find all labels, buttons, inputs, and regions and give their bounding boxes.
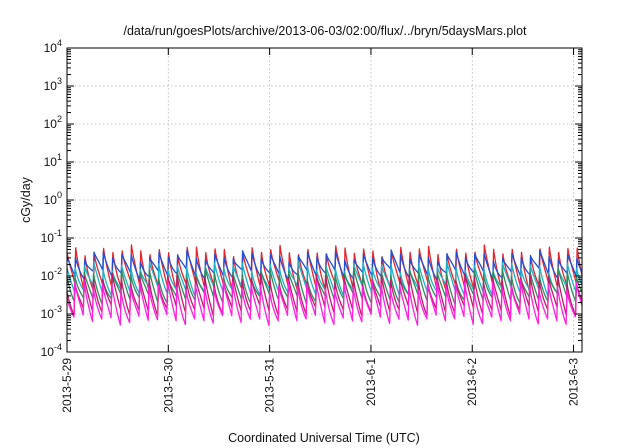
x-axis-label: Coordinated Universal Time (UTC) <box>228 431 420 445</box>
x-tick-label: 2013-5-30 <box>161 358 175 413</box>
y-tick-label: 103 <box>44 76 62 93</box>
x-tick-label: 2013-5-31 <box>263 358 277 413</box>
x-tick-label: 2013-6-3 <box>567 358 581 406</box>
chart-title: /data/run/goesPlots/archive/2013-06-03/0… <box>123 24 527 38</box>
y-axis: 10-4 10-3 10-2 10-1 100 101 102 103 104 <box>41 38 582 359</box>
x-axis: 2013-5-29 2013-5-30 2013-5-31 2013-6-1 2013-… <box>60 48 581 413</box>
y-tick-label: 100 <box>44 190 62 207</box>
x-tick-label: 2013-6-2 <box>465 358 479 406</box>
y-tick-label: 10-1 <box>41 228 62 245</box>
series-line <box>66 278 583 327</box>
y-axis-label: cGy/day <box>19 176 33 223</box>
series-line <box>66 249 583 281</box>
y-tick-label: 10-4 <box>41 342 62 359</box>
x-tick-label: 2013-5-29 <box>60 358 74 413</box>
series-line <box>66 260 583 298</box>
y-tick-label: 10-2 <box>41 266 62 283</box>
x-tick-label: 2013-6-1 <box>364 358 378 406</box>
y-tick-label: 10-3 <box>41 304 62 321</box>
y-tick-label: 101 <box>44 152 62 169</box>
y-tick-label: 104 <box>44 38 62 55</box>
series-layer <box>66 244 583 327</box>
series-line <box>66 267 583 305</box>
series-line <box>66 244 583 294</box>
y-tick-label: 102 <box>44 114 62 131</box>
